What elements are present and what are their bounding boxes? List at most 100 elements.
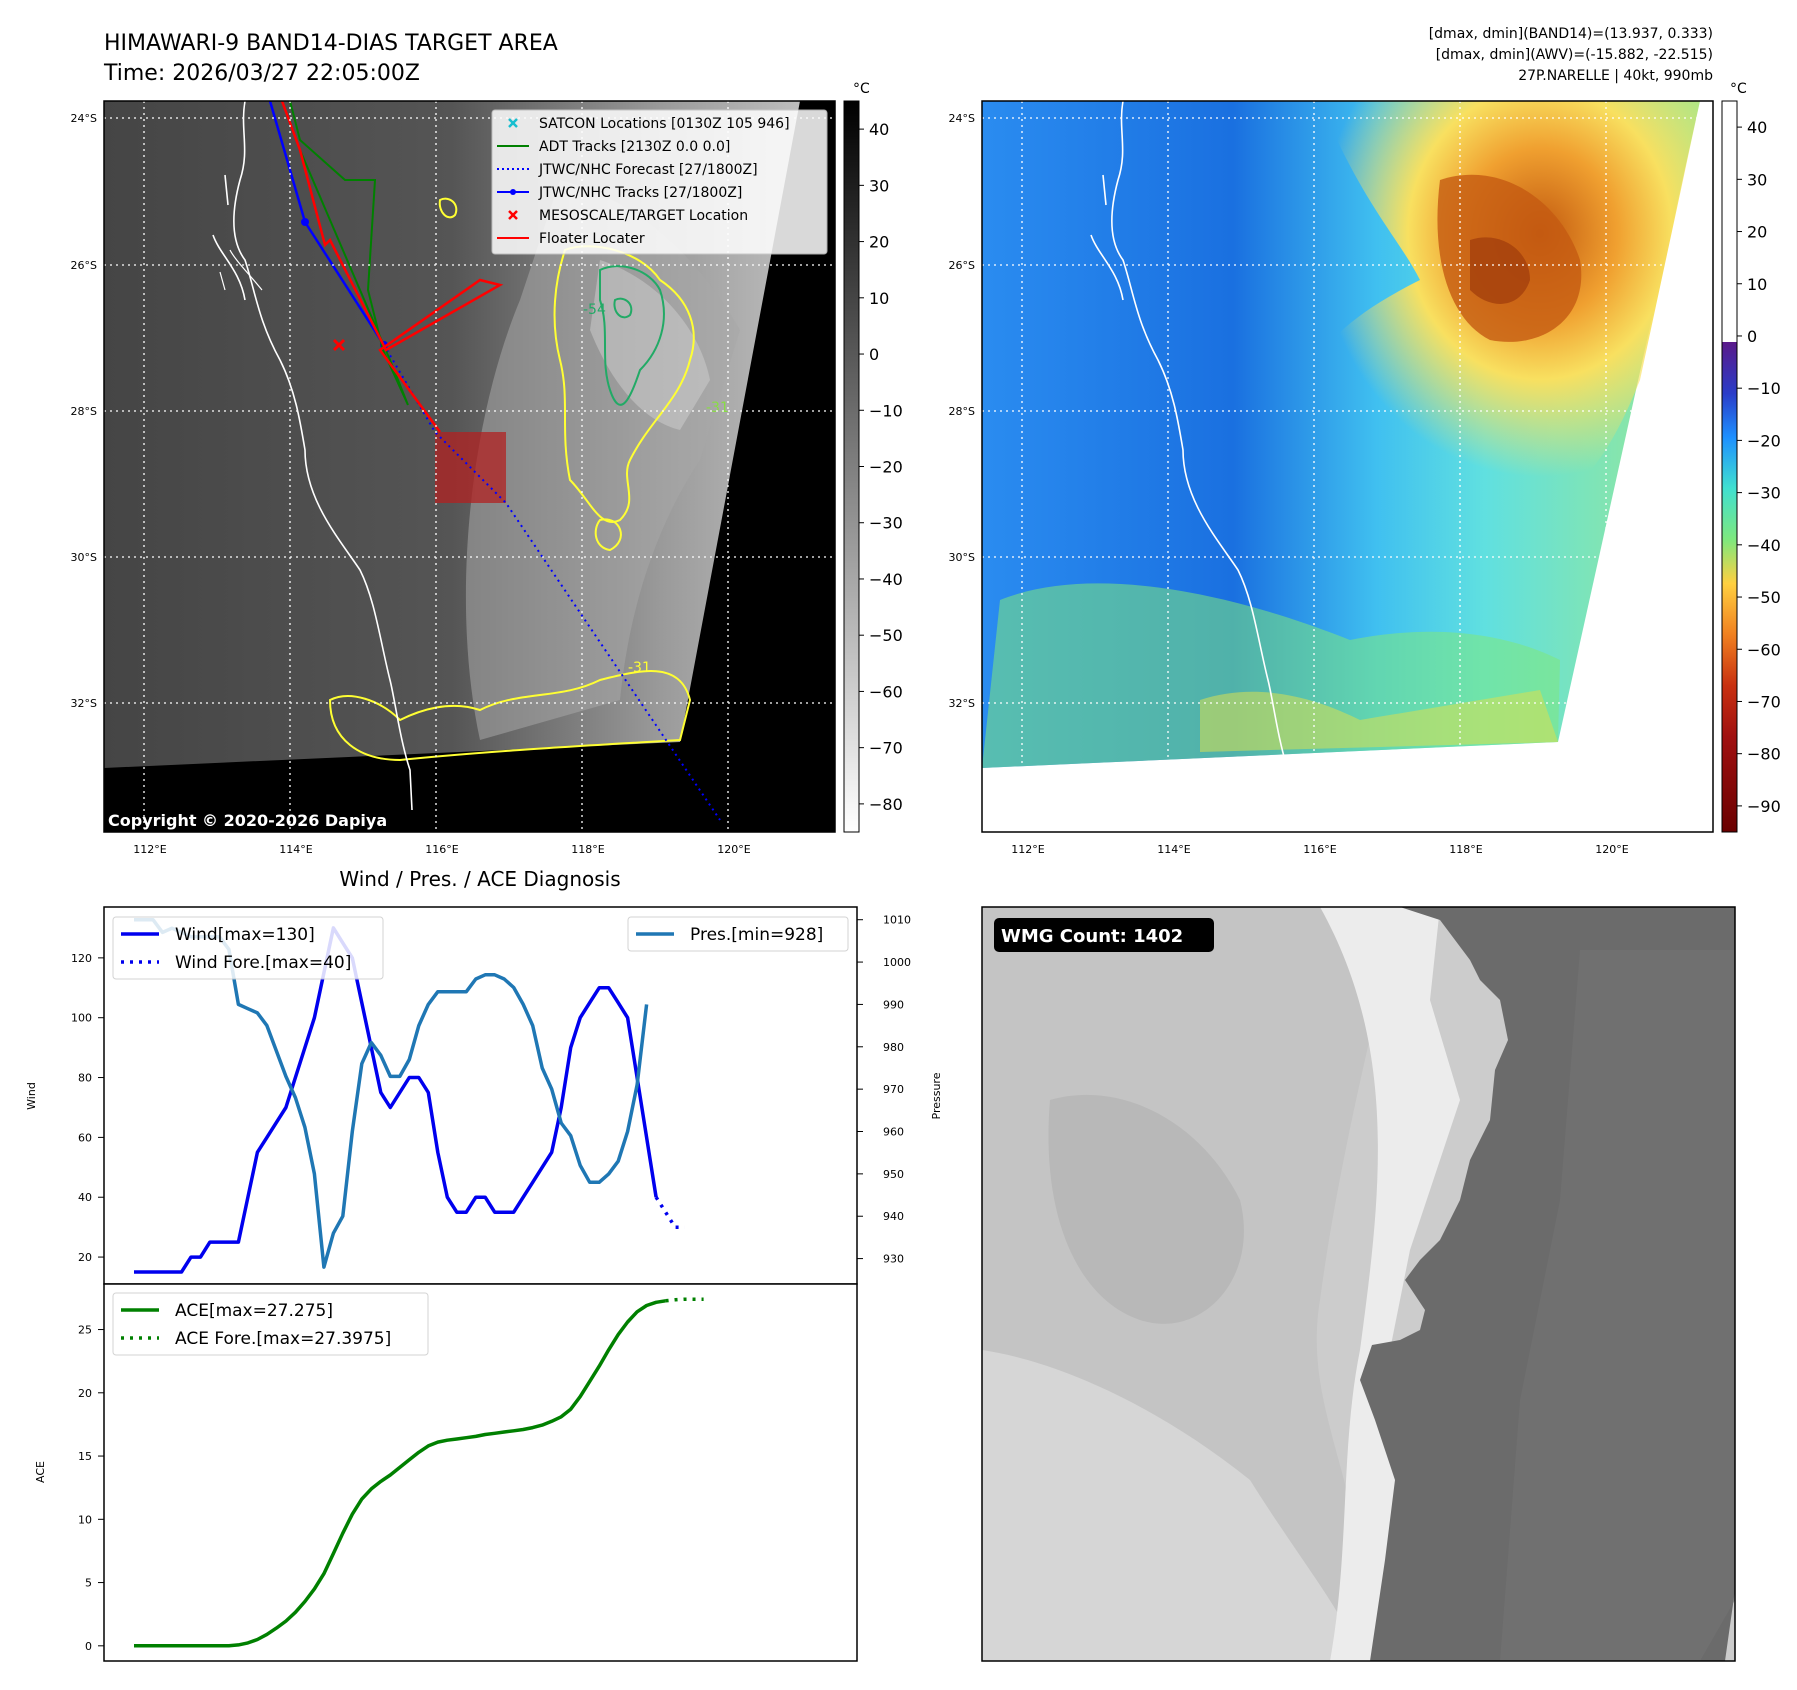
ace-tick-label: 25	[78, 1324, 92, 1337]
contour-yellow-2	[328, 670, 692, 762]
pressure-axis-label: Pressure	[930, 1072, 943, 1119]
wind-series-line	[134, 926, 658, 1274]
pressure-tick-label: 940	[883, 1210, 904, 1223]
ace-tick-label: 0	[85, 1640, 92, 1653]
wind-legend-label: Wind[max=130]	[175, 925, 315, 945]
ace-axis-label: ACE	[34, 1461, 47, 1483]
legend-label: SATCON Locations [0130Z 105 946]	[539, 116, 790, 132]
colorbar-tick-label: −30	[869, 514, 903, 533]
ace-fore-legend-label: ACE Fore.[max=27.3975]	[175, 1329, 391, 1349]
legend-swatch	[508, 210, 518, 220]
colorbar-tick-label: 30	[869, 176, 889, 195]
legend-label: JTWC/NHC Tracks [27/1800Z]	[538, 185, 742, 201]
colorbar-tick-label: −10	[869, 401, 903, 420]
colorbar-tick-label: 20	[869, 233, 889, 252]
pressure-tick-label: 990	[883, 998, 904, 1011]
legend-label: JTWC/NHC Forecast [27/1800Z]	[538, 162, 758, 178]
pressure-tick-label: 960	[883, 1126, 904, 1139]
lon-label: 116°E	[425, 843, 458, 856]
colorbar-gray: °C 40 30 20 10 0 −10 −20 −30 −40 −50 −60 −70 −80	[843, 81, 903, 833]
legend-label: ADT Tracks [2130Z 0.0 0.0]	[539, 139, 730, 155]
colorbar-tick-label: 0	[1747, 327, 1757, 346]
map-panel-color: 24°S 26°S 28°S 30°S 32°S 112°E 114°E 116…	[949, 100, 1714, 856]
diagnosis-title: Wind / Pres. / ACE Diagnosis	[339, 867, 620, 891]
colorbar-tick-label: 30	[1747, 170, 1767, 189]
lat-label: 26°S	[949, 259, 975, 272]
colorbar-tick-label: 0	[869, 345, 879, 364]
lon-label: 120°E	[717, 843, 750, 856]
map-legend: SATCON Locations [0130Z 105 946] ADT Trac…	[491, 109, 828, 255]
ace-series-line	[134, 1299, 666, 1648]
floater-locater-line	[280, 101, 504, 433]
coastline-color	[1111, 101, 1291, 811]
wind-legend: Wind[max=130] Wind Fore.[max=40]	[112, 916, 384, 980]
figure-time: Time: 2026/03/27 22:05:00Z	[103, 61, 420, 86]
map-panel-gray: -54 -31 -31	[71, 100, 836, 856]
colorbar-tick-label: −70	[869, 739, 903, 758]
pressure-tick-label: 1000	[883, 956, 911, 969]
lon-label: 120°E	[1595, 843, 1628, 856]
wmg-count-badge	[994, 918, 1214, 952]
wind-tick-label: 40	[78, 1191, 92, 1204]
lat-label: 30°S	[949, 551, 975, 564]
legend-label: MESOSCALE/TARGET Location	[539, 208, 748, 224]
colorbar-tick-label: −40	[869, 570, 903, 589]
pres-legend: Pres.[min=928]	[627, 916, 849, 952]
colorbar-tick-label: −20	[869, 458, 903, 477]
colorbar-tick-label: −30	[1747, 484, 1781, 503]
colorbar-tick-label: −60	[869, 682, 903, 701]
colorbar-tick-label: −20	[1747, 431, 1781, 450]
legend-swatch	[497, 189, 529, 195]
contour-yellow-1	[553, 245, 695, 523]
pres-legend-label: Pres.[min=928]	[690, 925, 823, 945]
contour-label-3: -31	[706, 400, 729, 416]
lat-label: 24°S	[71, 112, 97, 125]
wind-tick-label: 60	[78, 1131, 92, 1144]
colorbar-tick-label: −50	[869, 626, 903, 645]
lon-label: 118°E	[1449, 843, 1482, 856]
lon-labels-color: 112°E 114°E 116°E 118°E 120°E	[1011, 843, 1628, 856]
lat-label: 30°S	[71, 551, 97, 564]
mesoscale-target-marker	[332, 338, 346, 352]
lon-label: 114°E	[279, 843, 312, 856]
lon-label: 112°E	[1011, 843, 1044, 856]
jtwc-track-point-1	[301, 218, 309, 226]
contour-label-2: -31	[628, 660, 651, 676]
jtwc-forecast-line	[383, 344, 721, 821]
contour-green	[599, 265, 665, 406]
wind-tick-label: 120	[71, 952, 92, 965]
pressure-tick-label: 980	[883, 1041, 904, 1054]
colorbar-tick-label: −60	[1747, 640, 1781, 659]
colorbar-tick-label: −50	[1747, 588, 1781, 607]
map-grid-color	[982, 101, 1713, 832]
info-band14: [dmax, dmin](BAND14)=(13.937, 0.333)	[1429, 26, 1713, 42]
figure-title: HIMAWARI-9 BAND14-DIAS TARGET AREA	[104, 31, 558, 56]
pressure-tick-label: 970	[883, 1083, 904, 1096]
colorbar-color: °C 40 30 20 10 0 −10 −20 −30 −40 −50 −60 −70 −80 −90	[1721, 81, 1781, 833]
lat-label: 32°S	[71, 697, 97, 710]
info-storm: 27P.NARELLE | 40kt, 990mb	[1518, 68, 1713, 84]
jtwc-track-line	[268, 101, 386, 346]
colorbar-tick-label: −90	[1747, 797, 1781, 816]
lat-label: 28°S	[949, 405, 975, 418]
ace-tick-label: 20	[78, 1387, 92, 1400]
wind-pressure-panel: 20 40 60 80 100 120 930 940 950 960 970 980 990 1000…	[25, 906, 943, 1285]
lon-labels-gray: 112°E 114°E 116°E 118°E 120°E	[133, 843, 750, 856]
lon-label: 114°E	[1157, 843, 1190, 856]
lat-labels-color: 24°S 26°S 28°S 30°S 32°S	[949, 112, 975, 710]
lon-label: 118°E	[571, 843, 604, 856]
colorbar-tick-label: 20	[1747, 223, 1767, 242]
colorbar-tick-label: 10	[869, 289, 889, 308]
colorbar-tick-label: −40	[1747, 536, 1781, 555]
ace-tick-label: 15	[78, 1450, 92, 1463]
ace-tick-label: 5	[85, 1577, 92, 1590]
lon-label: 112°E	[133, 843, 166, 856]
wmg-count-label: WMG Count: 1402	[1001, 926, 1183, 947]
wind-tick-label: 80	[78, 1072, 92, 1085]
colorbar-tick-label: 10	[1747, 275, 1767, 294]
lat-labels-gray: 24°S 26°S 28°S 30°S 32°S	[71, 112, 97, 710]
adt-track-line	[289, 101, 409, 406]
pressure-tick-label: 950	[883, 1168, 904, 1181]
wind-axis-label: Wind	[25, 1082, 38, 1110]
